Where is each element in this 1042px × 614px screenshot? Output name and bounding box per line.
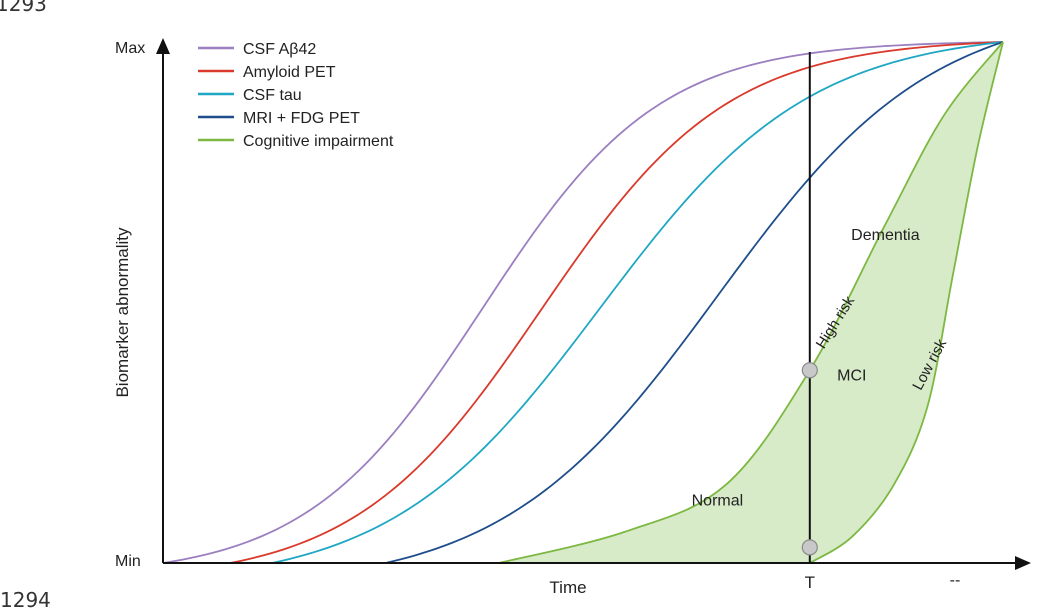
legend: CSF Aβ42 Amyloid PET CSF tau MRI + FDG PET C…	[198, 41, 394, 150]
legend-label-2: CSF tau	[243, 87, 302, 104]
band-layer	[499, 42, 1003, 563]
line-number-bottom: 1294	[0, 588, 51, 612]
legend-label-3: MRI + FDG PET	[243, 110, 360, 127]
band-lower-line	[809, 41, 1004, 564]
x-axis-label: Time	[549, 578, 586, 597]
series-line-0	[162, 41, 1004, 564]
axes-layer: Max Min Biomarker abnormality Time T --	[113, 38, 1031, 597]
line-number-top: 1293	[0, 0, 47, 16]
marker-point-1	[801, 539, 818, 556]
band-fill	[499, 42, 1003, 563]
series-layer	[162, 41, 1004, 564]
legend-label-1: Amyloid PET	[243, 64, 336, 81]
series-line-1	[230, 41, 1004, 564]
x-marker-label: T	[805, 573, 815, 592]
annotation-1: MCI	[837, 368, 866, 385]
annotation-2: Normal	[692, 493, 744, 510]
y-axis-label: Biomarker abnormality	[113, 227, 132, 398]
x-axis-arrow	[1015, 556, 1031, 570]
y-tick-label-min: Min	[115, 553, 141, 570]
y-axis-arrow	[156, 38, 170, 54]
annotation-0: Dementia	[851, 227, 920, 244]
series-line-3	[385, 41, 1004, 564]
y-tick-label-max: Max	[115, 40, 145, 57]
legend-label-0: CSF Aβ42	[243, 41, 316, 58]
series-line-2	[272, 41, 1004, 564]
legend-label-4: Cognitive impairment	[243, 133, 394, 150]
x-end-label: --	[950, 572, 961, 589]
marker-point-0	[801, 362, 818, 379]
